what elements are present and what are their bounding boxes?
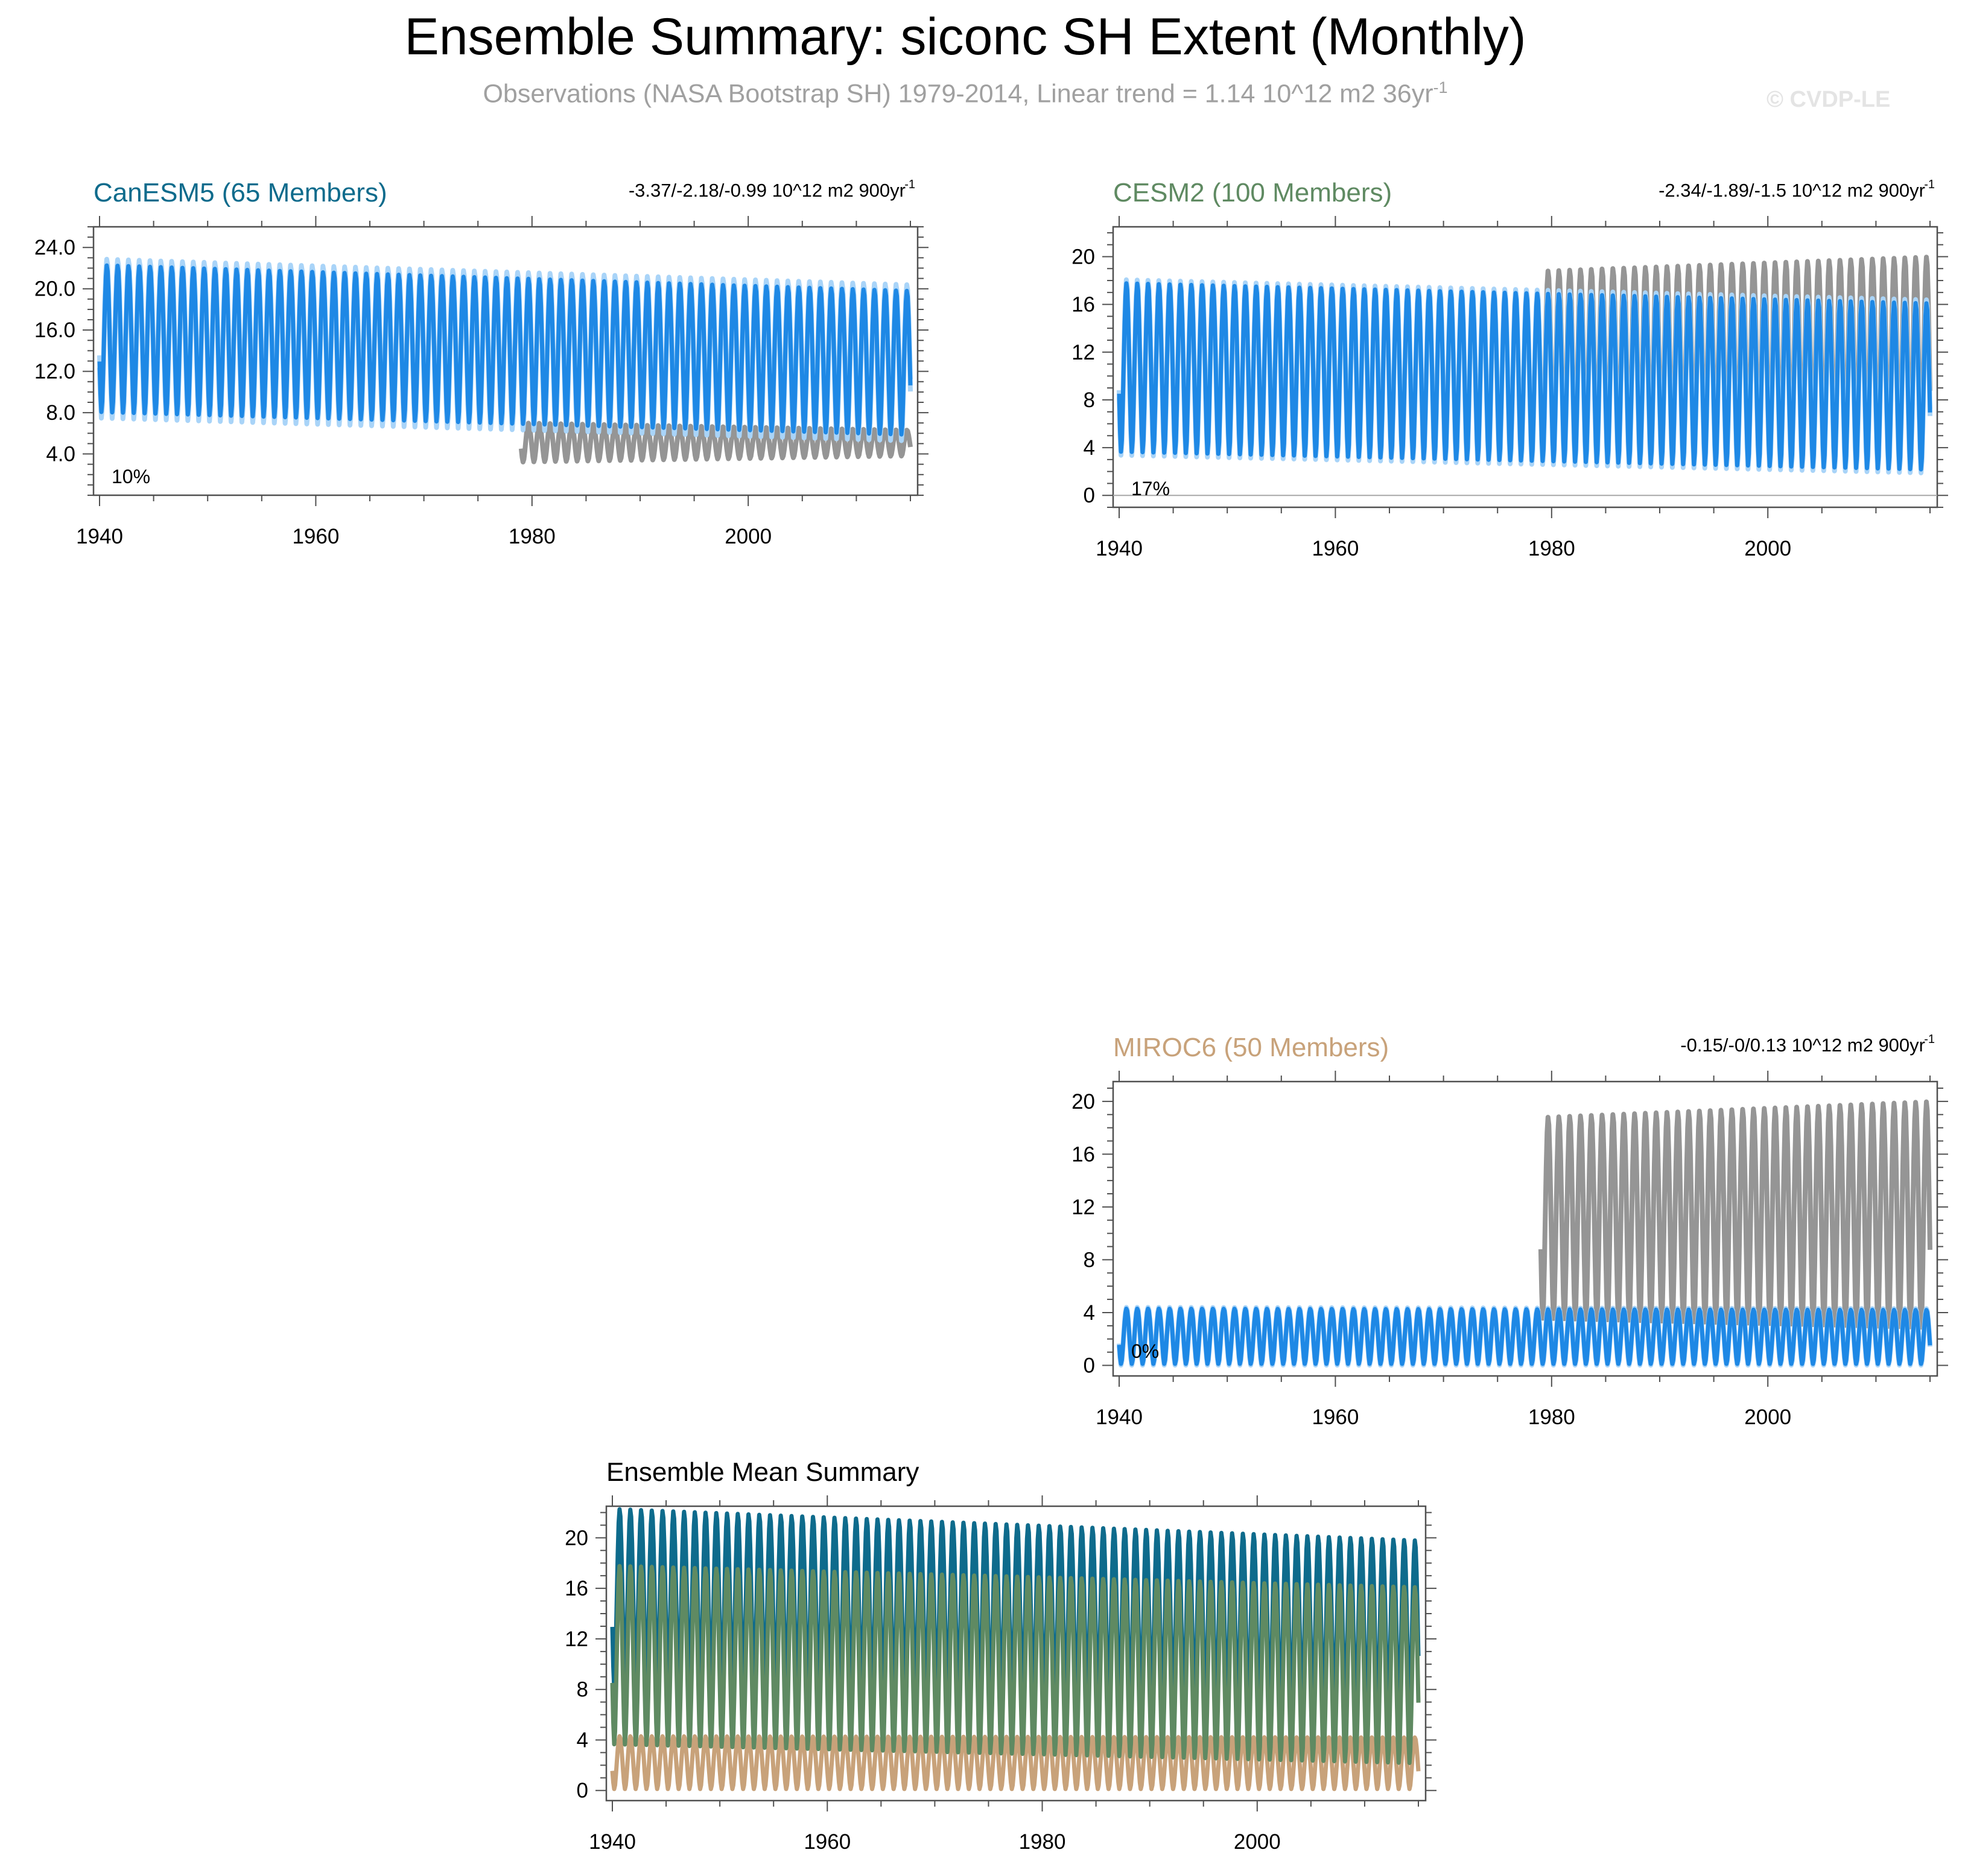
- cesm2-ytick-label: 12: [1071, 341, 1095, 364]
- ensemble-mean-series-group: [610, 1507, 1421, 1792]
- cesm2-ytick-label: 16: [1071, 293, 1095, 317]
- miroc6-title: MIROC6 (50 Members): [1113, 1033, 1389, 1062]
- cesm2-ytick-label: 8: [1084, 388, 1095, 412]
- miroc6-ytick-label: 16: [1071, 1142, 1095, 1166]
- miroc6-xtick-label: 1980: [1528, 1405, 1575, 1429]
- canesm5-xtick-label: 1980: [509, 525, 556, 548]
- miroc6-series-group: [1117, 1099, 1932, 1368]
- ensemble-mean-xtick-label: 1980: [1019, 1830, 1066, 1854]
- cesm2-trend-text: -2.34/-1.89/-1.5 10^12 m2 900yr: [1659, 180, 1925, 201]
- ensemble-mean-ytick-label: 0: [577, 1779, 588, 1802]
- cesm2-ytick-label: 0: [1084, 484, 1095, 507]
- watermark: © CVDP-LE: [1767, 87, 1891, 112]
- cesm2-series-model: [1117, 281, 1932, 472]
- canesm5-ytick-label: 20.0: [34, 277, 75, 301]
- miroc6-trend-exponent: -1: [1924, 1033, 1935, 1046]
- ensemble-mean-series-miroc6: [610, 1734, 1421, 1792]
- miroc6-ytick-label: 20: [1071, 1090, 1095, 1114]
- subtitle-text: Observations (NASA Bootstrap SH) 1979-20…: [483, 79, 1433, 109]
- cesm2-title: CESM2 (100 Members): [1113, 178, 1392, 208]
- panel-miroc6: MIROC6 (50 Members) -0.15/-0/0.13 10^12 m…: [1071, 1033, 1948, 1429]
- panel-canesm5: CanESM5 (65 Members) -3.37/-2.18/-0.99 10…: [34, 178, 929, 548]
- cesm2-percent-label: 17%: [1131, 478, 1170, 499]
- ensemble-mean-ytick-label: 12: [565, 1627, 588, 1651]
- subtitle-exponent: -1: [1433, 78, 1448, 97]
- canesm5-trend-exponent: -1: [904, 178, 915, 191]
- miroc6-plot-frame: [1112, 1080, 1938, 1377]
- canesm5-xtick-label: 2000: [725, 525, 772, 548]
- panel-ensemble-mean: Ensemble Mean Summary 0 4 8 12 16 20 1940 1960 19…: [565, 1457, 1436, 1854]
- cesm2-plot-frame: [1112, 226, 1938, 509]
- miroc6-trend-text: -0.15/-0/0.13 10^12 m2 900yr: [1680, 1035, 1925, 1056]
- canesm5-xtick-label: 1960: [292, 525, 339, 548]
- miroc6-ytick-label: 0: [1084, 1354, 1095, 1377]
- ensemble-mean-xtick-label: 1960: [804, 1830, 851, 1854]
- ensemble-mean-series-cesm2: [610, 1564, 1421, 1766]
- miroc6-ytick-label: 12: [1071, 1196, 1095, 1219]
- canesm5-ytick-label: 8.0: [46, 401, 75, 425]
- cesm2-ytick-label: 4: [1084, 436, 1095, 460]
- miroc6-xtick-label: 1940: [1096, 1405, 1143, 1429]
- ensemble-mean-xtick-label: 1940: [589, 1830, 636, 1854]
- canesm5-series-group: [97, 256, 913, 464]
- ensemble-mean-series-canesm5: [610, 1507, 1421, 1719]
- miroc6-ytick-label: 4: [1084, 1301, 1095, 1325]
- page-subtitle: Observations (NASA Bootstrap SH) 1979-20…: [0, 80, 1931, 107]
- miroc6-series-obs: [1538, 1099, 1932, 1330]
- canesm5-xtick-label: 1940: [76, 525, 123, 548]
- canesm5-ytick-label: 16.0: [34, 318, 75, 342]
- canesm5-series-obs: [518, 420, 913, 464]
- canesm5-title: CanESM5 (65 Members): [94, 178, 387, 208]
- ensemble-mean-plot-frame: [605, 1505, 1427, 1802]
- cesm2-xtick-label: 1940: [1096, 537, 1143, 560]
- canesm5-ytick-label: 24.0: [34, 236, 75, 259]
- cesm2-xtick-label: 1960: [1312, 537, 1359, 560]
- canesm5-percent-label: 10%: [112, 466, 150, 487]
- ensemble-mean-ytick-label: 16: [565, 1577, 588, 1600]
- cesm2-xtick-label: 1980: [1528, 537, 1575, 560]
- miroc6-xtick-label: 2000: [1744, 1405, 1791, 1429]
- ensemble-mean-xtick-label: 2000: [1234, 1830, 1281, 1854]
- canesm5-series-model: [97, 263, 913, 437]
- cesm2-trend-exponent: -1: [1924, 178, 1935, 191]
- page-title: Ensemble Summary: siconc SH Extent (Mont…: [404, 8, 1526, 66]
- miroc6-xtick-label: 1960: [1312, 1405, 1359, 1429]
- panel-cesm2: CESM2 (100 Members) -2.34/-1.89/-1.5 10^1…: [1071, 178, 1948, 560]
- cesm2-ytick-label: 20: [1071, 245, 1095, 268]
- miroc6-percent-label: 0%: [1131, 1340, 1159, 1362]
- canesm5-trend-text: -3.37/-2.18/-0.99 10^12 m2 900yr: [629, 180, 906, 201]
- miroc6-ytick-label: 8: [1084, 1248, 1095, 1272]
- cesm2-series-group: [1117, 255, 1932, 475]
- ensemble-mean-title: Ensemble Mean Summary: [606, 1457, 919, 1487]
- canesm5-ytick-label: 12.0: [34, 360, 75, 384]
- ensemble-mean-ytick-label: 20: [565, 1526, 588, 1550]
- canesm5-ytick-label: 4.0: [46, 443, 75, 466]
- cesm2-xtick-label: 2000: [1744, 537, 1791, 560]
- ensemble-mean-ytick-label: 8: [577, 1678, 588, 1702]
- miroc6-series-model: [1117, 1307, 1932, 1366]
- ensemble-mean-ytick-label: 4: [577, 1728, 588, 1752]
